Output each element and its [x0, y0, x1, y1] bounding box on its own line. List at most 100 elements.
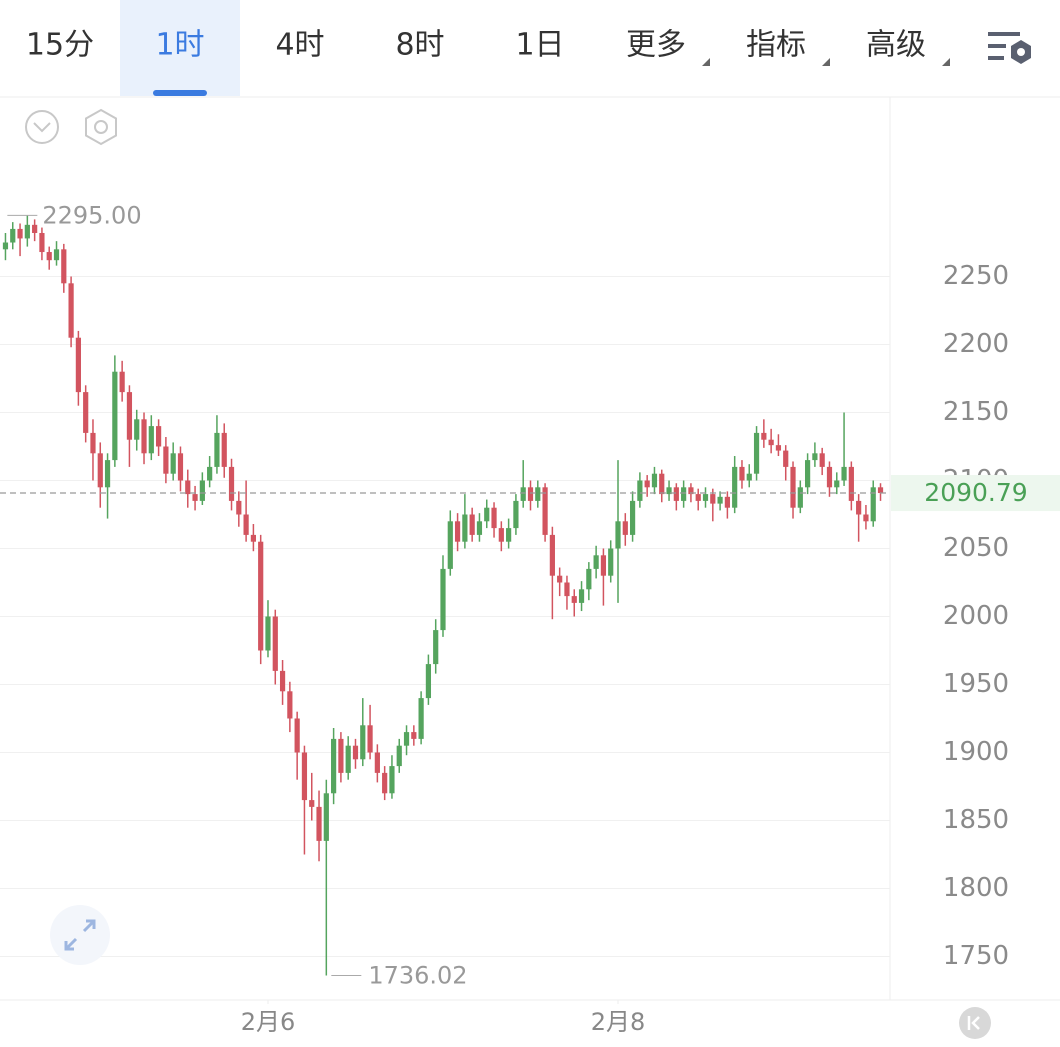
- candle-body: [527, 487, 534, 501]
- candle-body: [447, 521, 453, 569]
- candle-body: [768, 439, 774, 446]
- candle-body: [61, 249, 67, 284]
- candle-body: [710, 494, 716, 504]
- tab[interactable]: 指标: [746, 28, 806, 63]
- candle-body: [265, 616, 271, 651]
- candle-body: [870, 487, 876, 522]
- candle-body: [360, 725, 366, 760]
- candle-body: [491, 507, 497, 529]
- candle-body: [39, 232, 45, 253]
- candle-body: [17, 228, 23, 239]
- y-tick-label: 2000: [943, 601, 1009, 631]
- candle-body: [279, 670, 286, 692]
- candle-body: [68, 283, 74, 338]
- candle-body: [24, 224, 30, 239]
- candle-body: [506, 528, 512, 542]
- candle-body: [717, 496, 723, 504]
- settings-hex-icon[interactable]: [85, 108, 117, 146]
- candle-body: [228, 466, 235, 501]
- candle-body: [382, 772, 388, 794]
- tab[interactable]: 1日: [515, 28, 564, 63]
- candle-body: [775, 445, 782, 451]
- candle-body: [309, 800, 315, 807]
- candle-body: [243, 514, 249, 535]
- candle-body: [608, 548, 614, 576]
- settings-icon[interactable]: [988, 32, 1031, 64]
- x-tick-label: 2月8: [591, 1008, 646, 1036]
- candle-body: [863, 514, 869, 522]
- candle-body: [746, 473, 752, 481]
- tab[interactable]: 15分: [26, 28, 94, 63]
- candle-body: [177, 453, 184, 481]
- candle-body: [236, 500, 242, 515]
- candle-body: [75, 337, 81, 393]
- last-price-bg: [891, 475, 1060, 512]
- candle-body: [119, 371, 125, 393]
- tab[interactable]: 4时: [275, 28, 324, 63]
- candle-body: [877, 487, 884, 494]
- candle-body: [250, 534, 257, 542]
- candle-body: [812, 453, 818, 461]
- candle-body: [352, 745, 359, 760]
- tab[interactable]: 高级: [866, 28, 926, 63]
- candle-body: [258, 541, 264, 651]
- candle-body: [797, 487, 803, 508]
- candle-body: [724, 496, 730, 508]
- candle-body: [659, 473, 665, 495]
- candle-body: [316, 806, 322, 841]
- candle-body: [10, 228, 16, 243]
- active-tab-bg: [120, 0, 240, 96]
- high-marker-label: 2295.00: [42, 201, 141, 229]
- candle-body: [170, 453, 176, 474]
- x-tick-label: 2月6: [241, 1008, 296, 1036]
- candle-body: [199, 480, 205, 501]
- candle-body: [520, 487, 526, 501]
- candle-body: [681, 487, 687, 501]
- candle-body: [498, 528, 504, 542]
- y-tick-label: 1900: [943, 737, 1009, 767]
- y-tick-label: 2150: [943, 397, 1009, 427]
- tab[interactable]: 8时: [395, 28, 444, 63]
- candle-body: [666, 487, 672, 495]
- y-tick-label: 2050: [943, 533, 1009, 563]
- expand-button[interactable]: [50, 905, 110, 965]
- candle-body: [732, 466, 738, 508]
- last-price-label: 2090.79: [924, 478, 1027, 507]
- candle-body: [214, 432, 220, 467]
- candle-body: [476, 521, 483, 535]
- candle-body: [403, 732, 410, 746]
- candle-body: [32, 224, 38, 233]
- candle-body: [221, 432, 227, 467]
- candle-body: [112, 371, 118, 461]
- candle-body: [287, 691, 293, 719]
- collapse-icon[interactable]: [25, 110, 59, 144]
- tab[interactable]: 更多: [626, 28, 686, 63]
- y-tick-label: 2250: [943, 261, 1009, 291]
- candle-body: [83, 392, 89, 433]
- candle-body: [425, 664, 432, 699]
- candle-body: [739, 466, 745, 481]
- candle-body: [272, 616, 278, 671]
- candle-body: [702, 494, 709, 501]
- candle-body: [126, 392, 133, 440]
- y-tick-label: 1850: [943, 805, 1009, 835]
- candle-body: [331, 738, 337, 794]
- y-tick-label: 1750: [943, 941, 1009, 971]
- tab[interactable]: 1时: [155, 28, 204, 63]
- toolbar: 15分 1时 4时 8时 1日 更多 指标 高级: [26, 0, 950, 96]
- candle-body: [564, 582, 570, 597]
- candle-body: [790, 466, 796, 508]
- candle-body: [484, 507, 490, 522]
- candle-body: [207, 466, 213, 481]
- candle-body: [819, 453, 825, 467]
- scroll-latest-button[interactable]: [959, 1007, 991, 1039]
- active-tab-indicator: [153, 90, 207, 96]
- candle-body: [848, 466, 854, 501]
- candle-body: [615, 521, 621, 549]
- candle-body: [345, 745, 351, 773]
- candle-body: [454, 521, 461, 542]
- candle-body: [411, 732, 417, 739]
- candle-body: [148, 426, 154, 454]
